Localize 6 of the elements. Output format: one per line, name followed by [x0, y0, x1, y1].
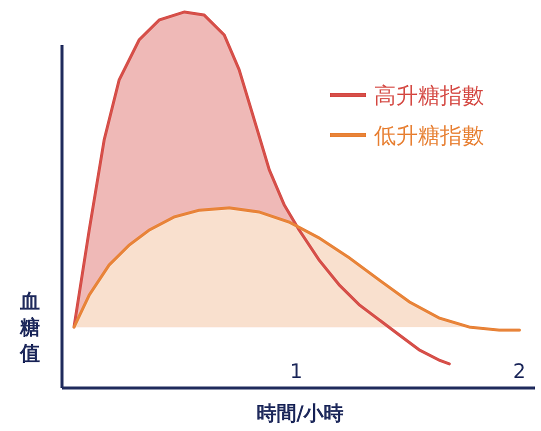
legend-label: 高升糖指數	[374, 84, 484, 109]
x-axis-title: 時間/小時	[256, 401, 344, 425]
legend-label: 低升糖指數	[374, 124, 484, 149]
x-tick-label: 1	[290, 359, 303, 383]
x-tick-label: 2	[513, 359, 526, 383]
y-axis-title: 血糖值	[19, 289, 40, 365]
